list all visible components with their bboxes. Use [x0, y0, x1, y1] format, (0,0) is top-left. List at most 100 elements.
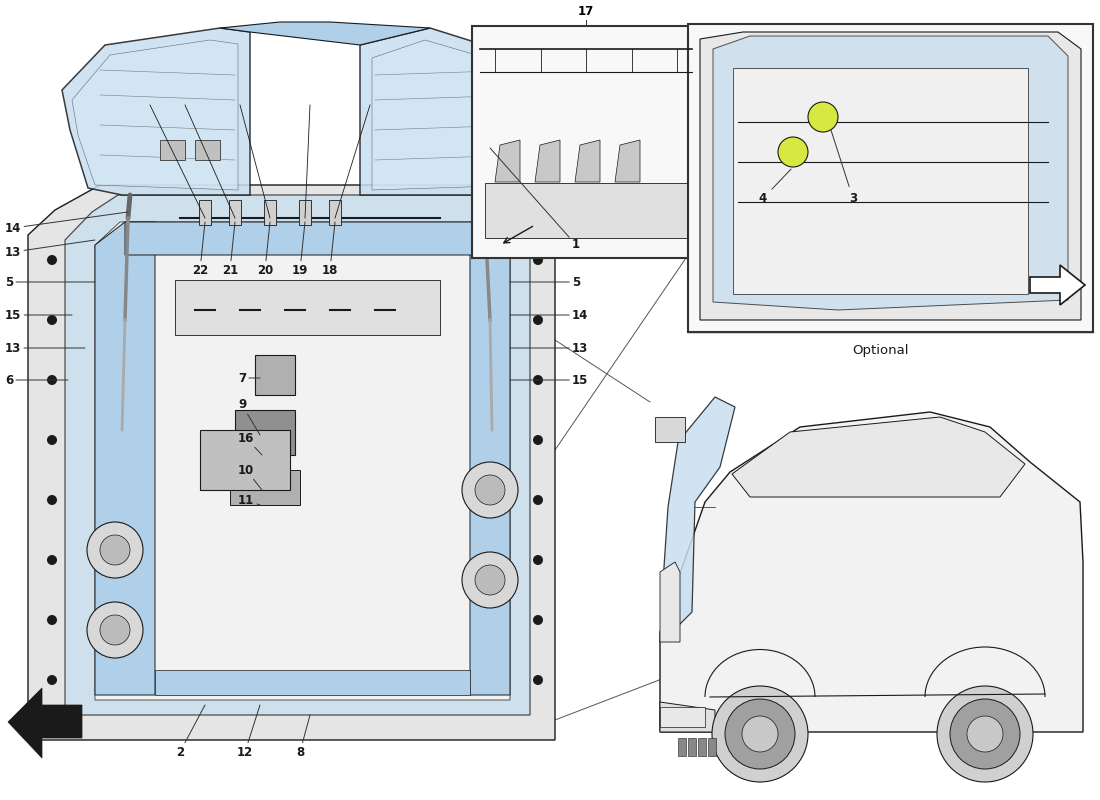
- Text: Genuine
Parts
since
1989: Genuine Parts since 1989: [183, 324, 456, 576]
- Bar: [175, 280, 440, 335]
- Text: 7: 7: [238, 371, 260, 385]
- Circle shape: [778, 137, 808, 167]
- Bar: [230, 470, 300, 505]
- Text: 14: 14: [6, 212, 128, 234]
- Polygon shape: [155, 670, 470, 695]
- Polygon shape: [28, 185, 556, 740]
- Circle shape: [47, 675, 57, 685]
- Circle shape: [87, 602, 143, 658]
- Circle shape: [534, 615, 543, 625]
- Circle shape: [937, 686, 1033, 782]
- Circle shape: [742, 716, 778, 752]
- Bar: [255, 355, 295, 395]
- Polygon shape: [660, 562, 680, 642]
- Text: 1: 1: [490, 148, 580, 251]
- Text: 5: 5: [510, 275, 581, 289]
- Polygon shape: [713, 36, 1068, 310]
- Circle shape: [47, 375, 57, 385]
- Text: 18: 18: [322, 222, 338, 277]
- Polygon shape: [700, 32, 1081, 320]
- Circle shape: [47, 495, 57, 505]
- Circle shape: [534, 495, 543, 505]
- FancyBboxPatch shape: [688, 24, 1093, 332]
- Polygon shape: [372, 40, 542, 190]
- Bar: [229, 200, 241, 225]
- Bar: [195, 140, 220, 160]
- Polygon shape: [575, 140, 600, 182]
- Circle shape: [100, 615, 130, 645]
- Text: 4: 4: [759, 169, 791, 205]
- Circle shape: [475, 565, 505, 595]
- Polygon shape: [660, 702, 715, 732]
- Circle shape: [967, 716, 1003, 752]
- Polygon shape: [360, 28, 550, 195]
- Text: 17: 17: [578, 5, 594, 18]
- Polygon shape: [615, 140, 640, 182]
- Bar: [329, 200, 341, 225]
- Text: 21: 21: [222, 222, 238, 277]
- Bar: [199, 200, 211, 225]
- Bar: [235, 410, 295, 455]
- Text: 3: 3: [830, 130, 857, 205]
- Text: 12: 12: [236, 705, 260, 758]
- Circle shape: [534, 315, 543, 325]
- Polygon shape: [732, 417, 1025, 497]
- Circle shape: [462, 462, 518, 518]
- Text: 14: 14: [510, 309, 588, 322]
- Text: 8: 8: [296, 715, 310, 758]
- Circle shape: [534, 555, 543, 565]
- Circle shape: [534, 375, 543, 385]
- Polygon shape: [470, 222, 510, 695]
- FancyBboxPatch shape: [472, 26, 700, 258]
- Circle shape: [47, 435, 57, 445]
- Circle shape: [462, 552, 518, 608]
- Polygon shape: [654, 417, 685, 442]
- Circle shape: [534, 675, 543, 685]
- Text: 9: 9: [238, 398, 260, 435]
- Polygon shape: [660, 412, 1084, 732]
- Polygon shape: [8, 688, 82, 758]
- Circle shape: [712, 686, 808, 782]
- Bar: [160, 140, 185, 160]
- Text: 22: 22: [191, 222, 208, 277]
- Polygon shape: [1030, 265, 1085, 305]
- Polygon shape: [95, 222, 510, 700]
- Polygon shape: [95, 222, 155, 695]
- Polygon shape: [662, 397, 735, 632]
- Bar: [698, 738, 706, 756]
- Circle shape: [808, 102, 838, 132]
- Text: 20: 20: [257, 222, 273, 277]
- Polygon shape: [535, 140, 560, 182]
- Bar: [708, 738, 716, 756]
- Polygon shape: [125, 222, 510, 255]
- Circle shape: [47, 315, 57, 325]
- Text: 13: 13: [6, 240, 95, 258]
- Bar: [688, 738, 696, 756]
- Text: 13: 13: [6, 342, 85, 354]
- Circle shape: [87, 522, 143, 578]
- Text: 2: 2: [176, 705, 205, 758]
- Text: 15: 15: [6, 309, 72, 322]
- Text: 10: 10: [238, 463, 262, 490]
- Text: 19: 19: [292, 222, 308, 277]
- Polygon shape: [495, 140, 520, 182]
- Polygon shape: [72, 40, 238, 190]
- Text: 6: 6: [6, 374, 68, 386]
- Polygon shape: [65, 195, 530, 715]
- Circle shape: [475, 475, 505, 505]
- Circle shape: [534, 435, 543, 445]
- Polygon shape: [62, 28, 250, 195]
- Bar: [733, 68, 1028, 294]
- Text: 16: 16: [238, 431, 262, 455]
- Circle shape: [950, 699, 1020, 769]
- Bar: [660, 707, 705, 727]
- Circle shape: [100, 535, 130, 565]
- Circle shape: [47, 615, 57, 625]
- Bar: [200, 430, 290, 490]
- Text: 11: 11: [238, 494, 260, 506]
- Circle shape: [47, 555, 57, 565]
- Text: 5: 5: [6, 275, 95, 289]
- Bar: [264, 200, 276, 225]
- Text: 13: 13: [510, 342, 588, 354]
- Text: 15: 15: [510, 374, 588, 386]
